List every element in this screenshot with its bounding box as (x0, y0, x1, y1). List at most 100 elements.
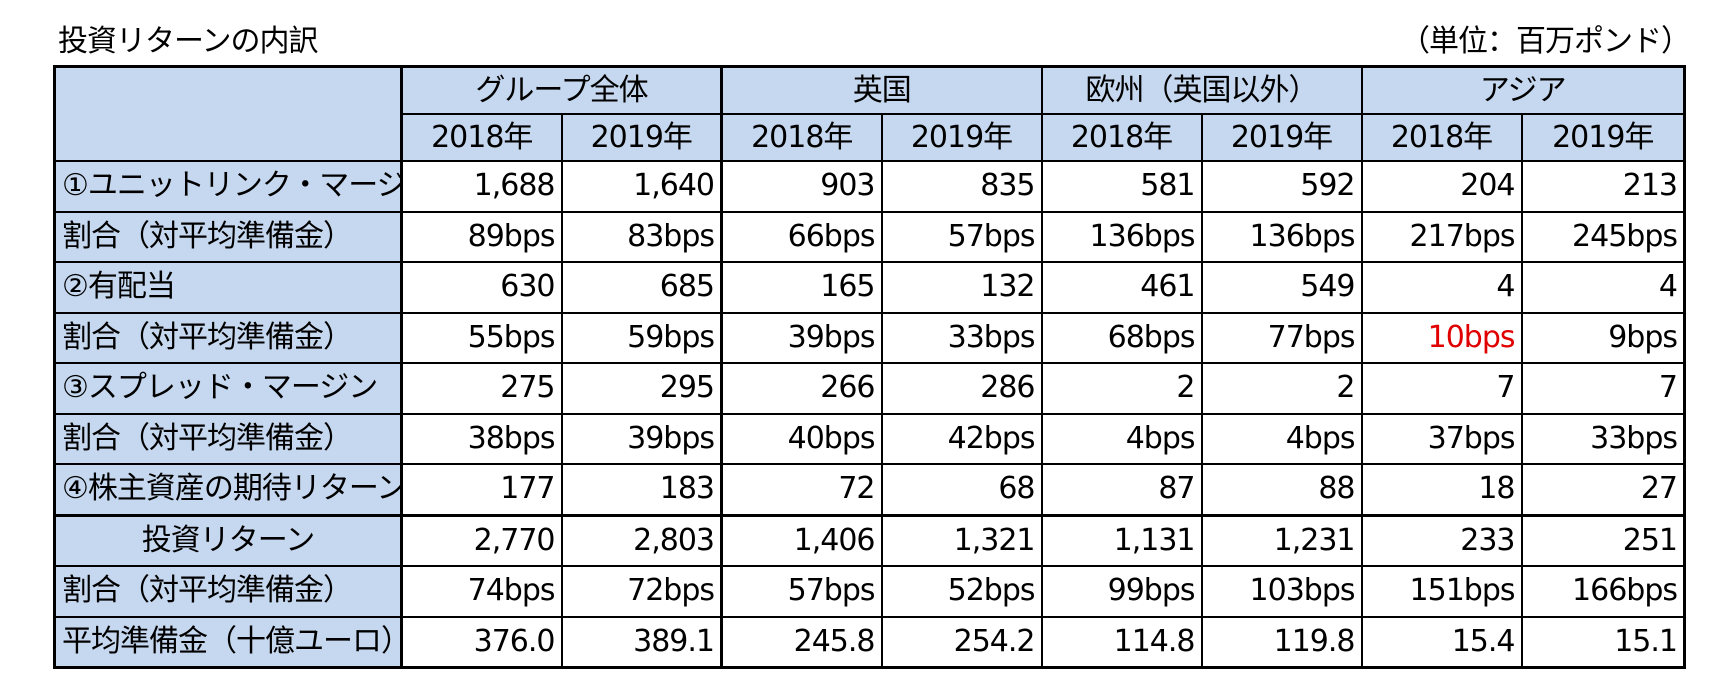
year-header-row: 2018年 2019年 2018年 2019年 2018年 2019年 2018… (55, 113, 1686, 162)
table-row: 割合（対平均準備金） 89bps 83bps 66bps 57bps 136bps 136b… (53, 210, 1686, 263)
value-cell: 7 (1520, 362, 1686, 415)
value-cell: 204 (1360, 160, 1523, 213)
value-cell: 685 (560, 261, 723, 314)
value-cell: 68 (880, 463, 1043, 516)
value-cell: 52bps (880, 565, 1043, 618)
value-cell: 581 (1040, 160, 1203, 213)
table-row: 割合（対平均準備金） 38bps 39bps 40bps 42bps 4bps 4bps 37… (53, 412, 1686, 465)
value-cell: 114.8 (1040, 615, 1203, 669)
value-cell: 66bps (720, 210, 883, 263)
year-header: 2019年 (560, 113, 723, 162)
value-cell: 39bps (560, 412, 723, 465)
row-label: 割合（対平均準備金） (53, 210, 403, 263)
value-cell: 245bps (1520, 210, 1686, 263)
group-header-europe: 欧州（英国以外） (1040, 65, 1363, 115)
table-row: ①ユニットリンク・マージン 1,688 1,640 903 835 581 592 204 21… (53, 160, 1686, 213)
value-cell: 15.1 (1520, 615, 1686, 669)
table-row: 割合（対平均準備金） 55bps 59bps 39bps 33bps 68bps 77bps… (53, 311, 1686, 364)
value-cell: 165 (720, 261, 883, 314)
value-cell: 1,321 (880, 513, 1043, 567)
row-label: ①ユニットリンク・マージン (53, 160, 403, 213)
row-label: 平均準備金（十億ユーロ） (53, 615, 403, 669)
table-row: ③スプレッド・マージン 275 295 266 286 2 2 7 7 (53, 362, 1686, 415)
value-cell: 389.1 (560, 615, 723, 669)
row-label: ③スプレッド・マージン (53, 362, 403, 415)
table-row: ②有配当 630 685 165 132 461 549 4 4 (53, 261, 1686, 314)
row-label: 割合（対平均準備金） (53, 565, 403, 618)
value-cell: 57bps (720, 565, 883, 618)
value-cell: 68bps (1040, 311, 1203, 364)
value-cell: 1,688 (400, 160, 563, 213)
value-cell: 2 (1200, 362, 1363, 415)
value-cell: 4 (1520, 261, 1686, 314)
unit-label: （単位：百万ポンド） (1400, 24, 1691, 59)
group-header-total: グループ全体 (399, 65, 723, 115)
value-cell: 461 (1040, 261, 1203, 314)
value-cell: 4bps (1040, 412, 1203, 465)
value-cell: 136bps (1040, 210, 1203, 263)
corner-cell (53, 65, 403, 162)
value-cell: 592 (1200, 160, 1363, 213)
value-cell: 18 (1360, 463, 1523, 516)
value-cell: 57bps (880, 210, 1043, 263)
year-header: 2019年 (880, 113, 1043, 162)
table-row: 割合（対平均準備金） 74bps 72bps 57bps 52bps 99bps 103bp… (53, 565, 1686, 618)
value-cell: 55bps (400, 311, 563, 364)
row-label: ④株主資産の期待リターン (53, 463, 403, 516)
value-cell: 376.0 (400, 615, 563, 669)
value-cell: 74bps (400, 565, 563, 618)
value-cell: 217bps (1360, 210, 1523, 263)
value-cell: 4bps (1200, 412, 1363, 465)
page-title: 投資リターンの内訳 (58, 24, 318, 59)
value-cell: 39bps (720, 311, 883, 364)
value-cell: 103bps (1200, 565, 1363, 618)
value-cell: 89bps (400, 210, 563, 263)
table-row: 投資リターン 2,770 2,803 1,406 1,321 1,131 1,231 233 2… (53, 513, 1686, 567)
value-cell: 295 (560, 362, 723, 415)
value-cell: 275 (400, 362, 563, 415)
value-cell: 2,803 (560, 513, 723, 567)
year-header: 2019年 (1520, 113, 1686, 162)
value-cell: 59bps (560, 311, 723, 364)
value-cell: 166bps (1520, 565, 1686, 618)
value-cell: 40bps (720, 412, 883, 465)
value-cell: 119.8 (1200, 615, 1363, 669)
row-label: ②有配当 (53, 261, 403, 314)
table-row: ④株主資産の期待リターン 177 183 72 68 87 88 18 27 (53, 463, 1686, 516)
value-cell: 903 (720, 160, 883, 213)
value-cell: 88 (1200, 463, 1363, 516)
value-cell: 87 (1040, 463, 1203, 516)
value-cell: 4 (1360, 261, 1523, 314)
year-header: 2018年 (400, 113, 563, 162)
year-header: 2018年 (1040, 113, 1203, 162)
value-cell: 835 (880, 160, 1043, 213)
value-cell: 245.8 (720, 615, 883, 669)
row-label: 割合（対平均準備金） (53, 311, 403, 364)
value-cell: 72 (720, 463, 883, 516)
investment-return-table: グループ全体 英国 欧州（英国以外） アジア 2018年 2019年 2018年… (53, 65, 1687, 669)
value-cell: 33bps (880, 311, 1043, 364)
value-cell: 10bps (1360, 311, 1523, 364)
value-cell: 132 (880, 261, 1043, 314)
value-cell: 286 (880, 362, 1043, 415)
value-cell: 151bps (1360, 565, 1523, 618)
value-cell: 177 (400, 463, 563, 516)
value-cell: 27 (1520, 463, 1686, 516)
group-header-asia: アジア (1360, 65, 1686, 115)
value-cell: 1,406 (720, 513, 883, 567)
year-header: 2019年 (1200, 113, 1363, 162)
value-cell: 1,131 (1040, 513, 1203, 567)
table-row: 平均準備金（十億ユーロ） 376.0 389.1 245.8 254.2 114.8 119… (53, 615, 1686, 669)
value-cell: 266 (720, 362, 883, 415)
value-cell: 77bps (1200, 311, 1363, 364)
value-cell: 233 (1360, 513, 1523, 567)
value-cell: 15.4 (1360, 615, 1523, 669)
value-cell: 72bps (560, 565, 723, 618)
value-cell: 2 (1040, 362, 1203, 415)
row-label: 投資リターン (53, 513, 403, 567)
value-cell: 630 (400, 261, 563, 314)
value-cell: 7 (1360, 362, 1523, 415)
value-cell: 1,640 (560, 160, 723, 213)
value-cell: 251 (1520, 513, 1686, 567)
value-cell: 37bps (1360, 412, 1523, 465)
